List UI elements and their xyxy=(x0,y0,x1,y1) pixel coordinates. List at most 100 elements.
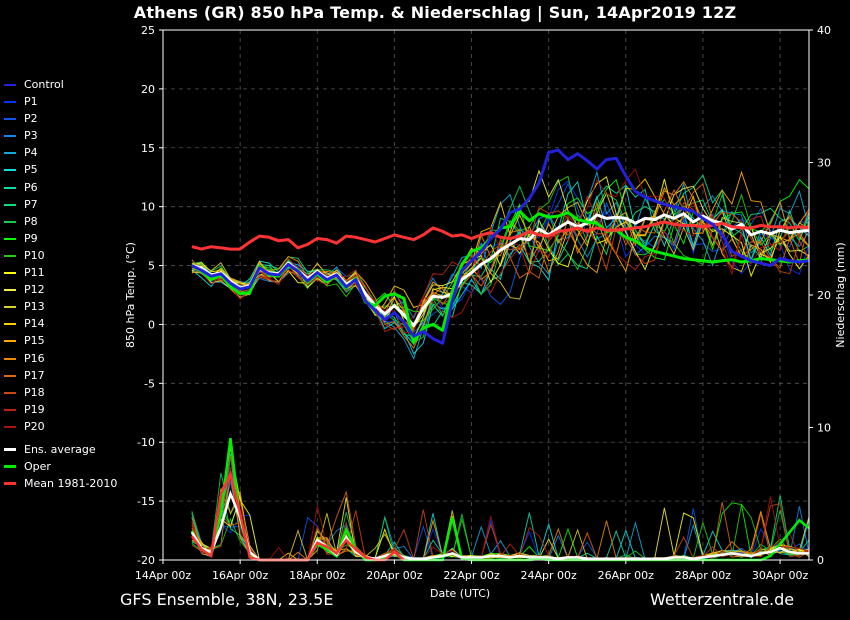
x-tick-label: 14Apr 00z xyxy=(135,569,192,582)
footer-site: Wetterzentrale.de xyxy=(650,590,795,609)
y-tick-label: 5 xyxy=(148,260,155,273)
y-tick-label: 15 xyxy=(141,142,155,155)
x-tick-label: 22Apr 00z xyxy=(443,569,500,582)
member-precip-p19 xyxy=(191,476,810,561)
member-precip-p5 xyxy=(191,453,810,561)
legend-label: P6 xyxy=(24,180,38,194)
legend-swatch xyxy=(4,237,16,240)
legend-swatch xyxy=(4,391,16,394)
legend-swatch xyxy=(4,465,16,469)
legend-swatch xyxy=(4,169,16,172)
legend-swatch xyxy=(4,84,16,86)
legend-item-p5: P5 xyxy=(4,161,134,178)
main-series xyxy=(191,148,810,345)
member-precip-p6 xyxy=(191,470,810,561)
legend: Control P1 P2 P3 P4 P5 P6 P7 P8 P9 P10 P11 P12 P13 P14… xyxy=(4,76,134,492)
axes: 25 20 15 10 5 0 -5 -10 -15 -20 40 30 20 10 0 14Apr 00z 1… xyxy=(124,24,847,582)
legend-label: P8 xyxy=(24,214,38,228)
chart-title: Athens (GR) 850 hPa Temp. & Niederschlag… xyxy=(133,3,737,22)
precip-line-oper xyxy=(190,437,810,562)
y-tick-label: 10 xyxy=(141,201,155,214)
legend-label: P11 xyxy=(24,266,45,280)
x-tick-label: 20Apr 00z xyxy=(366,569,423,582)
legend-swatch xyxy=(4,220,16,223)
legend-item-control: Control xyxy=(4,76,134,93)
legend-item-p14: P14 xyxy=(4,315,134,332)
member-line-p18 xyxy=(191,202,810,331)
member-precip-p3 xyxy=(191,480,810,561)
y-tick-label: 20 xyxy=(141,83,155,96)
y-tick-label: 0 xyxy=(148,318,155,331)
x-tick-label: 24Apr 00z xyxy=(521,569,578,582)
legend-label: P19 xyxy=(24,402,45,416)
legend-label: P2 xyxy=(24,112,38,126)
member-line-p17 xyxy=(191,183,810,333)
y-tick-label: -15 xyxy=(137,495,155,508)
y-tick-label: -20 xyxy=(137,554,155,567)
member-line-p3 xyxy=(191,194,810,320)
legend-item-p6: P6 xyxy=(4,179,134,196)
legend-label: P18 xyxy=(24,385,45,399)
member-precip-p20 xyxy=(191,467,810,561)
ensemble-members xyxy=(191,168,810,360)
member-line-p7 xyxy=(191,174,810,338)
legend-item-p3: P3 xyxy=(4,127,134,144)
x-tick-label: 28Apr 00z xyxy=(675,569,732,582)
x-axis-label: Date (UTC) xyxy=(430,587,491,600)
legend-swatch xyxy=(4,323,16,326)
plot-frame xyxy=(162,29,810,561)
legend-label: P12 xyxy=(24,283,45,297)
legend-label: P5 xyxy=(24,163,38,177)
legend-label: P14 xyxy=(24,317,45,331)
legend-item-p11: P11 xyxy=(4,264,134,281)
legend-swatch xyxy=(4,447,16,451)
legend-label: P13 xyxy=(24,300,45,314)
member-precip-p8 xyxy=(191,472,810,561)
x-tick-label: 16Apr 00z xyxy=(212,569,269,582)
legend-swatch xyxy=(4,118,16,121)
y-tick-label: 25 xyxy=(141,24,155,37)
y2-tick-label: 20 xyxy=(817,289,831,302)
legend-label: P15 xyxy=(24,334,45,348)
legend-swatch xyxy=(4,482,16,486)
legend-swatch xyxy=(4,254,16,257)
legend-label: P10 xyxy=(24,248,45,262)
legend-item-p12: P12 xyxy=(4,281,134,298)
y2-tick-label: 0 xyxy=(817,554,824,567)
legend-item-p10: P10 xyxy=(4,247,134,264)
y2-tick-label: 10 xyxy=(817,422,831,435)
y-tick-label: -5 xyxy=(144,377,155,390)
legend-item-p1: P1 xyxy=(4,93,134,110)
x-tick-label: 30Apr 00z xyxy=(752,569,809,582)
member-precip-p18 xyxy=(191,455,810,562)
y2-axis-label: Niederschlag (mm) xyxy=(834,242,847,347)
legend-swatch xyxy=(4,272,16,275)
legend-swatch xyxy=(4,374,16,377)
legend-item-p9: P9 xyxy=(4,230,134,247)
member-line-p2 xyxy=(191,182,810,334)
member-precip-p16 xyxy=(191,475,810,561)
legend-item-p2: P2 xyxy=(4,110,134,127)
legend-swatch xyxy=(4,203,16,206)
legend-label: Oper xyxy=(24,460,51,474)
legend-item-p19: P19 xyxy=(4,401,134,418)
legend-label: P3 xyxy=(24,129,38,143)
legend-swatch xyxy=(4,101,16,104)
temp-line-control xyxy=(191,148,810,345)
legend-item-p16: P16 xyxy=(4,350,134,367)
legend-label: P4 xyxy=(24,146,38,160)
y-tick-label: -10 xyxy=(137,436,155,449)
legend-label: P7 xyxy=(24,197,38,211)
legend-item-p13: P13 xyxy=(4,298,134,315)
member-precip-p7 xyxy=(191,489,810,561)
legend-label: Control xyxy=(24,78,64,91)
y2-tick-label: 30 xyxy=(817,157,831,170)
legend-label: P20 xyxy=(24,419,45,433)
legend-item-p8: P8 xyxy=(4,213,134,230)
y2-tick-label: 40 xyxy=(817,24,831,37)
legend-item-p15: P15 xyxy=(4,332,134,349)
legend-swatch xyxy=(4,186,16,189)
legend-label: Mean 1981-2010 xyxy=(24,477,118,491)
legend-item-ens-average: Ens. average xyxy=(4,441,134,458)
